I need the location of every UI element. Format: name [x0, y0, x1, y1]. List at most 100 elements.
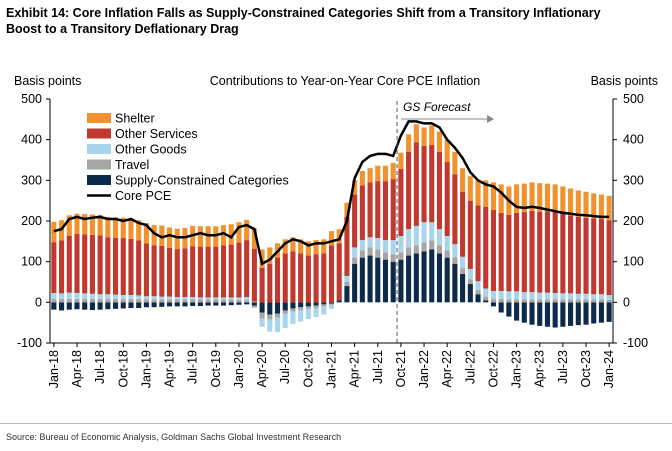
bar-segment — [537, 211, 543, 293]
bar-segment — [267, 263, 273, 303]
annotation: GS Forecast — [403, 100, 471, 114]
y-tick-label: 300 — [21, 173, 42, 187]
bar-segment — [591, 193, 597, 219]
bar-segment — [552, 302, 558, 328]
bar-segment — [59, 302, 65, 311]
bar-segment — [59, 299, 65, 303]
bar-segment — [136, 299, 142, 303]
bar-segment — [352, 257, 358, 264]
y-tick-label: 100 — [21, 255, 42, 269]
bar-segment — [120, 238, 126, 296]
y-tick-label: 400 — [21, 133, 42, 147]
bar-segment — [475, 281, 481, 291]
bar-segment — [344, 216, 350, 276]
source-note: Source: Bureau of Economic Analysis, Gol… — [6, 432, 342, 442]
bar-segment — [606, 299, 612, 303]
bar-segment — [244, 297, 250, 301]
bar-segment — [66, 215, 72, 236]
bar-segment — [490, 290, 497, 300]
bar-segment — [514, 212, 520, 292]
bar-segment — [606, 302, 612, 322]
bar-segment — [568, 215, 574, 294]
bar-segment — [244, 219, 250, 241]
bar-segment — [598, 299, 604, 303]
bar-segment — [568, 302, 574, 326]
bar-segment — [560, 213, 566, 294]
bar-segment — [251, 305, 257, 308]
forecast-arrowhead — [487, 115, 495, 123]
bar-segment — [375, 165, 381, 182]
bar-segment — [583, 293, 589, 300]
x-tick-label: Jul-22 — [463, 350, 477, 384]
bar-segment — [89, 302, 95, 311]
bar-segment — [398, 236, 404, 253]
bar-segment — [514, 302, 520, 321]
bar-segment — [537, 292, 543, 300]
x-tick-label: Jan-23 — [510, 350, 524, 388]
bar-segment — [190, 299, 196, 303]
bar-segment — [236, 302, 242, 305]
legend-label: Other Goods — [115, 143, 187, 157]
chart-title: Exhibit 14: Core Inflation Falls as Supp… — [6, 6, 601, 36]
bar-segment — [467, 268, 473, 280]
bar-segment — [598, 294, 604, 300]
bar-segment — [259, 267, 265, 303]
bar-segment — [97, 235, 103, 295]
bar-segment — [105, 237, 111, 295]
bar-segment — [159, 302, 165, 307]
bar-segment — [128, 218, 134, 239]
y-tick-label: -100 — [17, 336, 42, 350]
y-tick-label: 500 — [21, 92, 42, 106]
bar-segment — [236, 242, 242, 298]
bar-segment — [544, 183, 550, 212]
bar-segment — [105, 294, 111, 300]
bar-segment — [382, 181, 389, 241]
bar-segment — [375, 181, 381, 239]
bar-segment — [537, 299, 543, 303]
bar-segment — [359, 257, 365, 303]
legend-label: Travel — [115, 158, 149, 172]
bar-segment — [575, 293, 581, 300]
line-series — [53, 120, 610, 266]
bar-segment — [406, 255, 412, 303]
bar-segment — [82, 214, 88, 235]
bar-segment — [444, 162, 450, 237]
bar-segment — [560, 186, 566, 214]
bar-segment — [591, 302, 597, 324]
bar-segment — [591, 218, 597, 295]
bar-segment — [236, 297, 242, 300]
bar-segment — [467, 200, 473, 269]
bar-segment — [367, 255, 373, 303]
bar-segment — [359, 240, 365, 251]
bar-segment — [274, 257, 281, 303]
bar-segment — [298, 310, 304, 322]
bar-segment — [321, 304, 327, 307]
bar-segment — [74, 299, 80, 303]
bar-segment — [390, 179, 396, 241]
bar-segment — [429, 125, 435, 145]
bar-segment — [290, 308, 296, 312]
bar-segment — [159, 245, 165, 297]
bar-segment — [606, 195, 612, 221]
bar-segment — [220, 297, 227, 300]
y2-tick-label: 500 — [623, 92, 644, 106]
bar-segment — [475, 205, 481, 282]
bar-segment — [220, 245, 227, 298]
bar-segment — [506, 291, 512, 300]
bar-segment — [467, 279, 473, 285]
y2-tick-label: 300 — [623, 173, 644, 187]
bar-segment — [89, 293, 95, 300]
bar-segment — [390, 162, 396, 180]
bar-segment — [413, 142, 419, 226]
bar-segment — [429, 240, 435, 250]
bar-segment — [151, 299, 157, 303]
bar-segment — [390, 240, 396, 255]
bar-segment — [452, 263, 458, 303]
bar-segment — [166, 299, 173, 303]
bar-segment — [344, 282, 350, 287]
bar-segment — [328, 304, 335, 309]
bar-segment — [228, 302, 234, 306]
legend-label: Supply-Constrained Categories — [115, 174, 289, 188]
separator — [0, 423, 672, 424]
